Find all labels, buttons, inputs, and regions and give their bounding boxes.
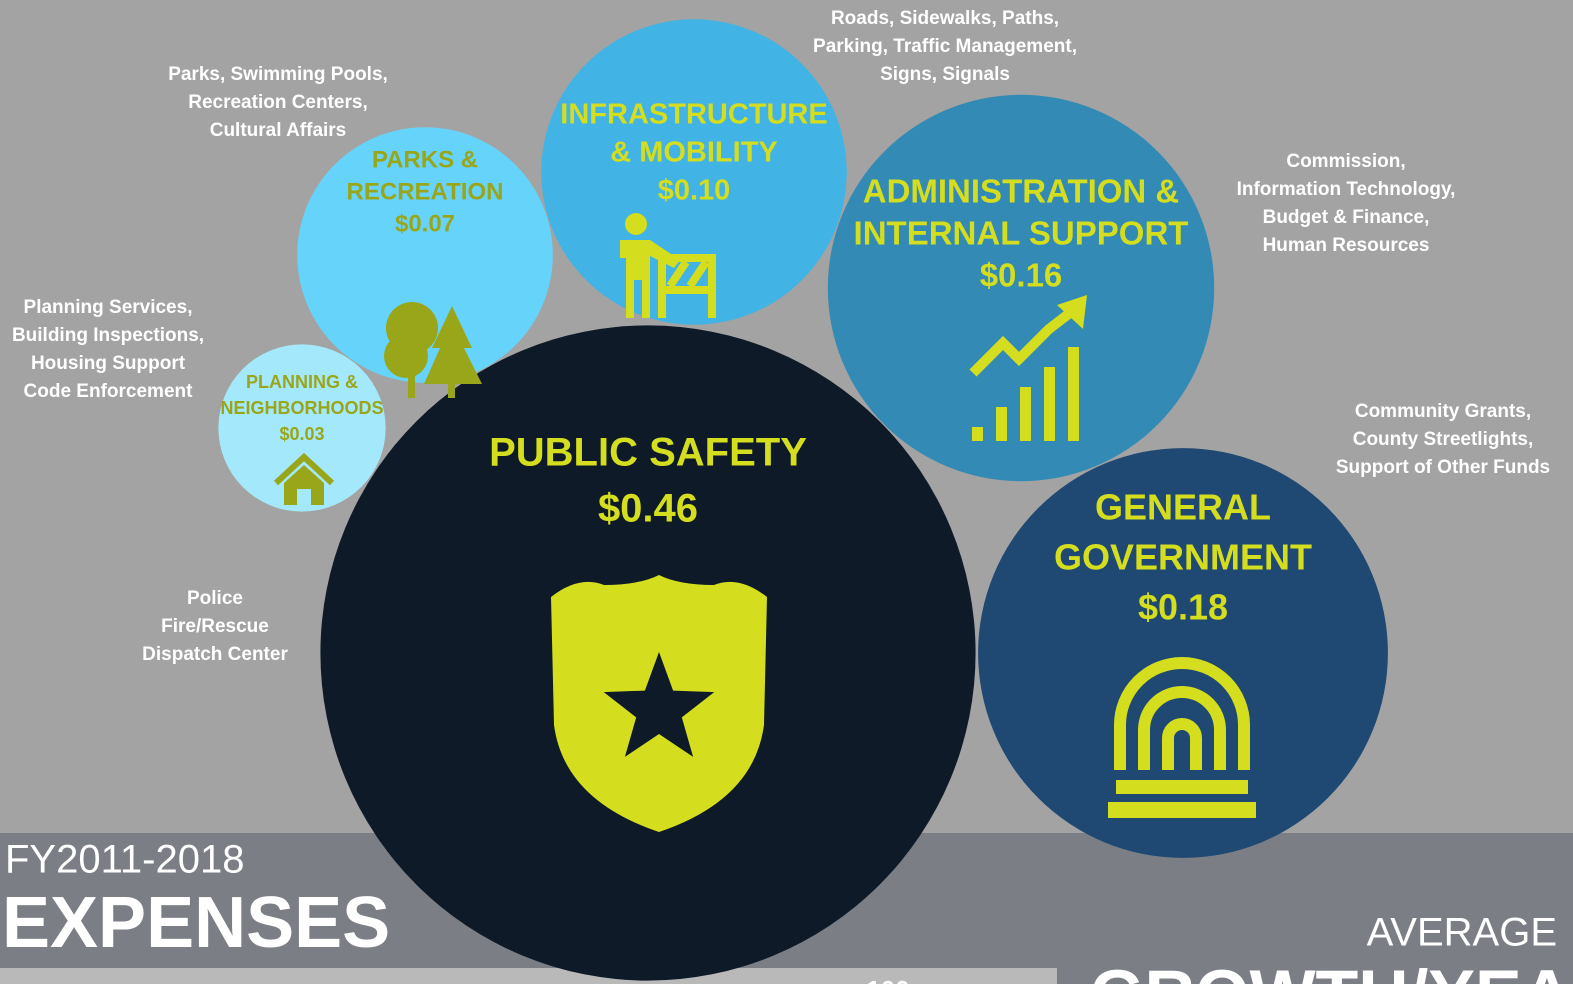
barrier-icon [658,254,716,318]
bubble-name: NEIGHBORHOODS [220,398,383,418]
chart-bar-icon [996,407,1007,441]
description: Support of Other Funds [1336,457,1550,478]
arrow-icon [1057,295,1087,329]
description: Information Technology, [1237,179,1456,200]
bubble-name: INFRASTRUCTURE [560,99,827,131]
bubble-name: INTERNAL SUPPORT [854,215,1189,252]
bubble-value: $0.03 [279,424,324,444]
siren-base [1108,802,1256,818]
chart-bar-icon [1068,347,1079,441]
bubble [541,19,847,325]
star-icon [603,652,715,757]
bubble-name: GENERAL [1095,487,1271,528]
description: Parking, Traffic Management, [813,36,1077,57]
description: Dispatch Center [142,644,288,665]
house-icon [273,452,335,486]
bubble-value: $0.18 [1138,587,1228,628]
bubble-value: $0.07 [395,210,455,237]
description: Cultural Affairs [210,120,347,141]
bubble [978,448,1388,858]
description: Police [187,588,243,609]
description: Fire/Rescue [161,616,269,637]
siren-icon [1114,657,1250,770]
trend-icon [969,305,1079,377]
description: Code Enforcement [24,381,194,402]
description: Budget & Finance, [1263,207,1430,228]
bubble-name: & MOBILITY [610,137,778,169]
bubble [218,344,386,512]
footer-heading: GROWTH/YEAR [1090,955,1573,984]
bubble-value: $0.10 [658,175,731,207]
description: Human Resources [1263,235,1430,256]
description: Planning Services, [24,297,193,318]
footer-label: AVERAGE [1367,911,1557,955]
description: Community Grants, [1355,401,1531,422]
bubble-value: $0.46 [598,487,698,531]
chart-bar-icon [1020,387,1031,441]
bubble-name: PUBLIC SAFETY [489,431,807,475]
chart-bar-icon [972,427,983,441]
description: County Streetlights, [1353,429,1534,450]
description: Housing Support [31,353,186,374]
bubble-name: GOVERNMENT [1054,537,1312,578]
description: Signs, Signals [880,64,1010,85]
footer-strip [0,968,1057,984]
description: Roads, Sidewalks, Paths, [831,8,1059,29]
bubbles: PUBLIC SAFETY $0.46 Police Fire/Rescue Dispa… [12,8,1550,981]
siren-base [1116,780,1248,794]
description: Recreation Centers, [188,92,368,113]
bubble [827,94,1215,482]
bubble [297,127,553,383]
description: Building Inspections, [12,325,204,346]
tree-trunk [448,380,455,398]
bubble-name: RECREATION [347,178,504,205]
tree-trunk [408,358,415,398]
person-head [625,213,647,235]
description: Parks, Swimming Pools, [168,64,388,85]
bubble-name: PLANNING & [246,372,358,392]
bubble-name: ADMINISTRATION & [863,173,1180,210]
description: Commission, [1286,151,1405,172]
tree-icon [424,306,482,384]
house-icon [284,465,324,505]
tree-icon [384,334,428,378]
bubble-name: PARKS & [372,146,478,173]
bubble-value: $0.16 [980,257,1063,294]
subtitle: FY2011-2018 [5,838,244,882]
footer-number: 100 [866,975,909,984]
title: EXPENSES [2,883,390,963]
chart-bar-icon [1044,367,1055,441]
